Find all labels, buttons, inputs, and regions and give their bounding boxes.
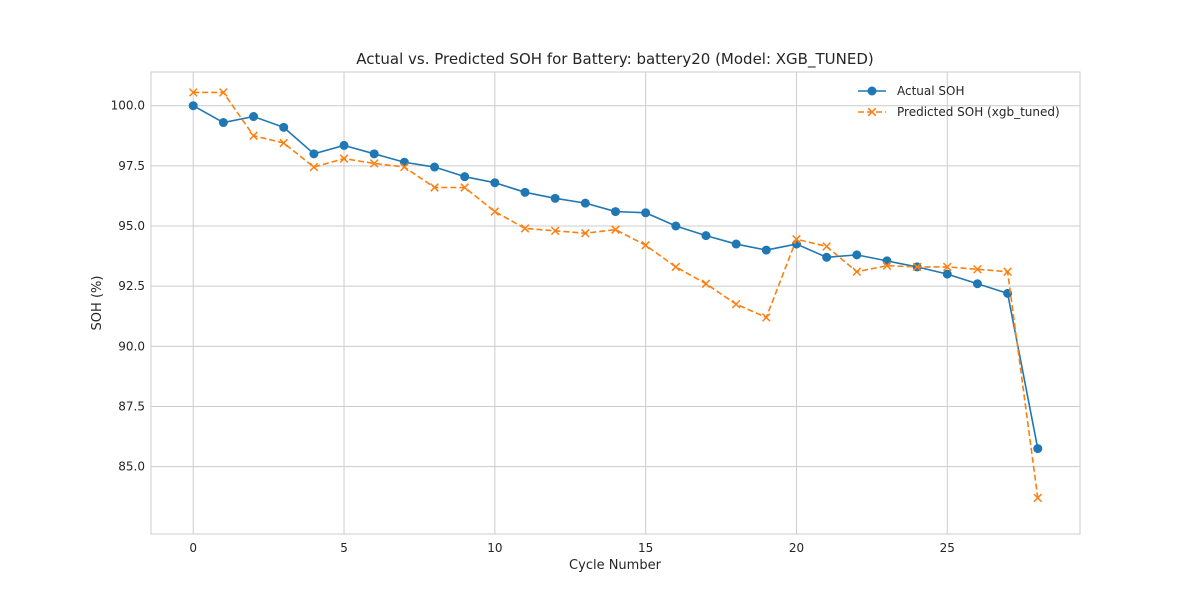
data-point	[701, 231, 711, 241]
grid-lines	[151, 72, 1080, 534]
data-point	[972, 279, 982, 289]
data-point	[520, 187, 530, 197]
data-point	[520, 224, 530, 233]
data-point	[701, 279, 711, 289]
data-point	[188, 88, 198, 97]
data-point	[460, 183, 470, 192]
data-point	[550, 193, 560, 203]
x-tick-label: 5	[340, 541, 348, 555]
data-point	[430, 162, 440, 172]
data-point	[339, 140, 349, 150]
legend-entry: Predicted SOH (xgb_tuned)	[858, 105, 1060, 119]
y-tick-label: 90.0	[118, 339, 145, 353]
axis-ticks: 0 5 10 15 20 25 85.0 87.5 90.0 92.5 95.0 97.5 100.0	[111, 99, 955, 555]
data-point	[942, 269, 952, 279]
data-point	[973, 264, 982, 274]
data-point	[399, 157, 409, 167]
x-tick-label: 10	[487, 541, 502, 555]
y-tick-label: 97.5	[118, 159, 145, 173]
data-point	[460, 172, 470, 182]
x-tick-label: 0	[189, 541, 197, 555]
y-tick-label: 92.5	[118, 279, 145, 293]
data-point	[731, 239, 741, 249]
plot-area-frame	[150, 71, 1081, 535]
data-point	[822, 242, 831, 251]
x-axis-label: Cycle Number	[569, 558, 662, 573]
data-point	[641, 240, 650, 250]
y-tick-label: 100.0	[111, 99, 145, 113]
data-point	[218, 118, 228, 128]
legend-label: Predicted SOH (xgb_tuned)	[897, 105, 1060, 119]
data-point	[882, 261, 892, 271]
data-point	[611, 207, 620, 217]
data-point	[279, 138, 289, 148]
data-point	[761, 313, 771, 322]
data-point	[279, 122, 289, 132]
data-point	[761, 245, 771, 255]
data-point	[581, 228, 590, 238]
data-point	[1003, 267, 1012, 277]
data-point	[671, 221, 681, 231]
data-point	[490, 207, 500, 216]
data-point	[369, 149, 379, 159]
data-point	[309, 149, 319, 159]
data-point	[490, 178, 500, 188]
data-point	[249, 131, 258, 141]
chart-title: Actual vs. Predicted SOH for Battery: ba…	[356, 50, 873, 69]
y-axis-label: SOH (%)	[90, 276, 105, 331]
data-point	[822, 252, 832, 262]
data-point	[400, 162, 409, 172]
data-point	[1033, 444, 1043, 454]
data-point	[611, 225, 620, 234]
legend-marker	[867, 107, 877, 117]
y-tick-label: 87.5	[118, 399, 145, 413]
y-tick-label: 95.0	[118, 219, 145, 233]
data-point	[249, 112, 259, 122]
data-point	[641, 208, 651, 218]
legend-marker	[867, 86, 877, 96]
legend: Actual SOH Predicted SOH (xgb_tuned)	[858, 84, 1060, 119]
data-point	[852, 267, 862, 277]
series-2	[188, 88, 1043, 503]
x-tick-label: 25	[940, 541, 955, 555]
data-point	[912, 262, 922, 272]
data-point	[369, 159, 379, 168]
data-point	[852, 250, 862, 260]
data-point	[339, 154, 349, 163]
data-point	[792, 234, 801, 244]
data-point	[219, 88, 228, 97]
data-point	[882, 256, 892, 266]
data-point	[1033, 493, 1043, 503]
series-line	[193, 91, 1039, 499]
data-point	[188, 101, 198, 111]
data-point	[430, 183, 439, 192]
y-tick-label: 85.0	[118, 460, 145, 474]
data-point	[942, 262, 952, 272]
x-tick-label: 20	[789, 541, 804, 555]
data-point	[580, 198, 590, 208]
x-tick-label: 15	[638, 541, 653, 555]
data-point	[309, 162, 319, 172]
series-layer	[188, 88, 1043, 503]
data-point	[550, 226, 560, 236]
legend-label: Actual SOH	[897, 84, 965, 98]
data-point	[731, 299, 741, 309]
data-point	[671, 262, 681, 272]
legend-entry: Actual SOH	[858, 84, 965, 98]
